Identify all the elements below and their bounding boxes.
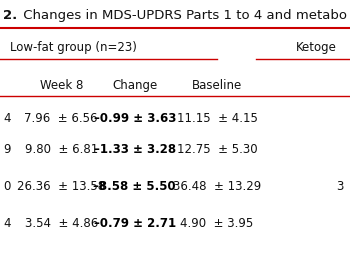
Text: 7.96  ± 6.56: 7.96 ± 6.56	[25, 112, 98, 125]
Text: 12.75  ± 5.30: 12.75 ± 5.30	[177, 143, 257, 156]
Text: Week 8: Week 8	[40, 79, 83, 92]
Text: 4.90  ± 3.95: 4.90 ± 3.95	[180, 217, 254, 230]
Text: 11.15  ± 4.15: 11.15 ± 4.15	[176, 112, 258, 125]
Text: 0: 0	[4, 180, 11, 193]
Text: 26.36  ± 13.58: 26.36 ± 13.58	[17, 180, 105, 193]
Text: Low-fat group (n=23): Low-fat group (n=23)	[10, 41, 137, 54]
Text: Ketoge: Ketoge	[296, 41, 337, 54]
Text: Change: Change	[112, 79, 158, 92]
Text: 2.: 2.	[4, 9, 18, 22]
Text: –0.79 ± 2.71: –0.79 ± 2.71	[94, 217, 176, 230]
Text: 3.54  ± 4.86: 3.54 ± 4.86	[25, 217, 98, 230]
Text: 4: 4	[4, 217, 11, 230]
Text: –8.58 ± 5.50: –8.58 ± 5.50	[93, 180, 176, 193]
Text: 36.48  ± 13.29: 36.48 ± 13.29	[173, 180, 261, 193]
Text: –0.99 ± 3.63: –0.99 ± 3.63	[93, 112, 176, 125]
Text: 9: 9	[4, 143, 11, 156]
Text: Baseline: Baseline	[192, 79, 242, 92]
Text: –1.33 ± 3.28: –1.33 ± 3.28	[94, 143, 176, 156]
Text: 4: 4	[4, 112, 11, 125]
Text: 9.80  ± 6.81: 9.80 ± 6.81	[25, 143, 98, 156]
Text: 3: 3	[336, 180, 343, 193]
Text: Changes in MDS-UPDRS Parts 1 to 4 and metabo: Changes in MDS-UPDRS Parts 1 to 4 and me…	[19, 9, 347, 22]
